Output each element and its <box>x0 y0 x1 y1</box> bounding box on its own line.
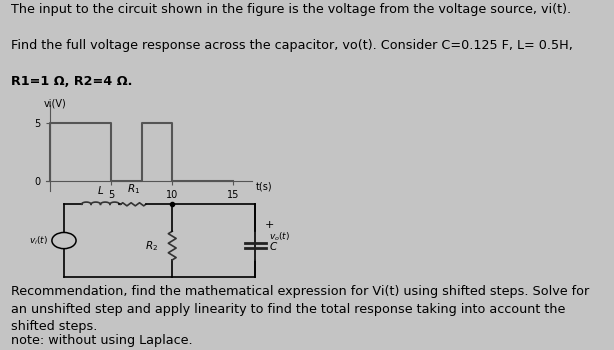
Text: R1=1 Ω, R2=4 Ω.: R1=1 Ω, R2=4 Ω. <box>11 75 133 88</box>
Text: t(s): t(s) <box>255 182 272 192</box>
Text: vi(V): vi(V) <box>44 98 66 108</box>
Text: $v_i(t)$: $v_i(t)$ <box>29 234 48 247</box>
Text: The input to the circuit shown in the figure is the voltage from the voltage sou: The input to the circuit shown in the fi… <box>11 4 571 16</box>
Text: Find the full voltage response across the capacitor, vo(t). Consider C=0.125 F, : Find the full voltage response across th… <box>11 39 573 52</box>
Text: $R_1$: $R_1$ <box>126 182 140 196</box>
Text: $C$: $C$ <box>269 240 278 252</box>
Text: Recommendation, find the mathematical expression for Vi(t) using shifted steps. : Recommendation, find the mathematical ex… <box>11 285 589 333</box>
Text: $R_2$: $R_2$ <box>146 239 158 252</box>
Text: +: + <box>265 220 274 230</box>
Text: $v_o(t)$: $v_o(t)$ <box>269 230 290 243</box>
Text: L: L <box>98 186 103 196</box>
Text: note: without using Laplace.: note: without using Laplace. <box>11 334 193 347</box>
